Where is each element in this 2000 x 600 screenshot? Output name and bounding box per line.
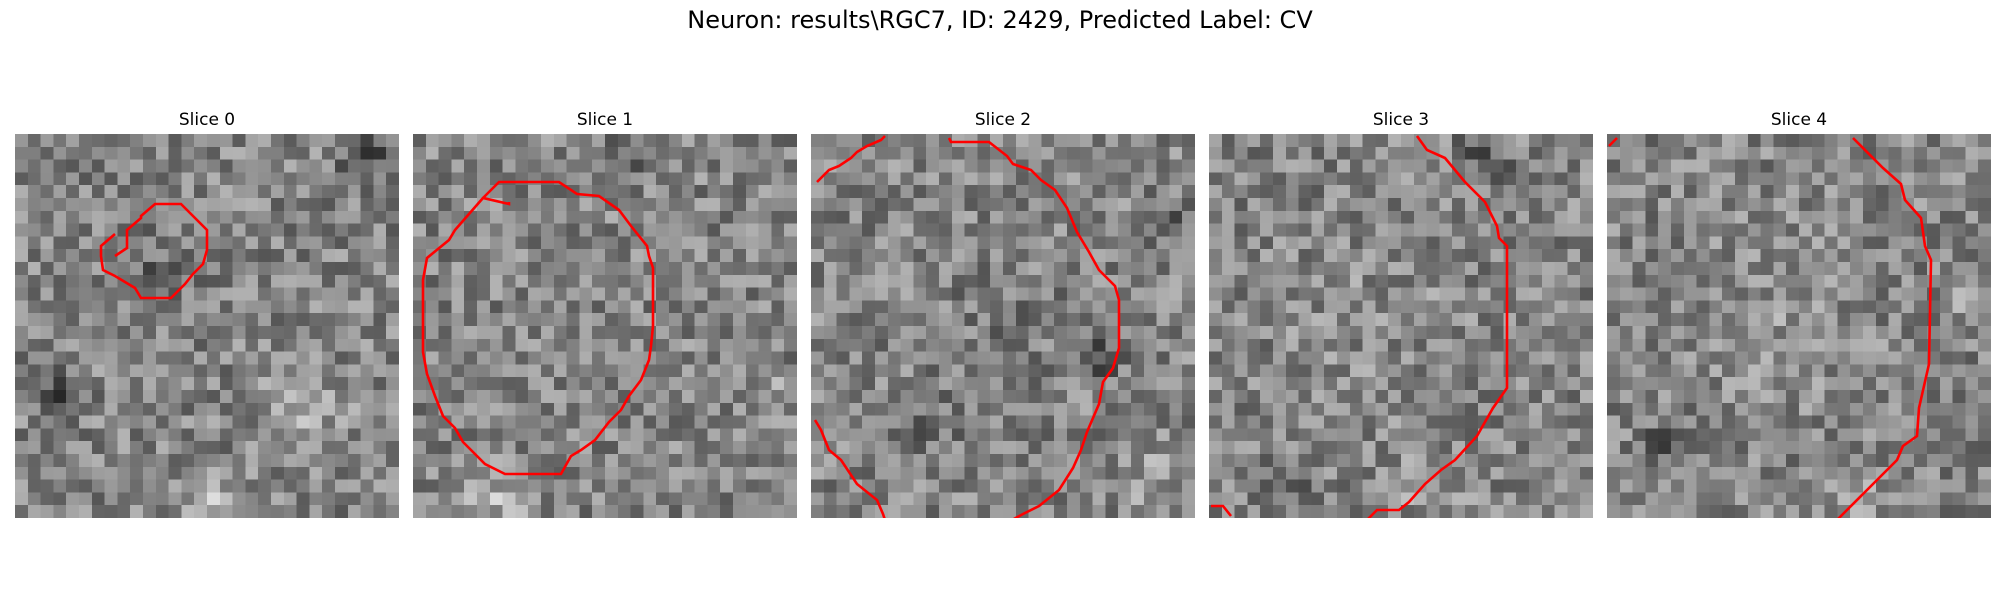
segmentation-contour (421, 180, 655, 476)
slice-image (811, 134, 1195, 518)
slice-panel-2: Slice 2 (811, 108, 1195, 518)
segmentation-contour (1608, 137, 1933, 518)
slice-title: Slice 2 (974, 110, 1032, 130)
slice-image (413, 134, 797, 518)
slice-title: Slice 3 (1372, 110, 1430, 130)
slice-title: Slice 1 (576, 110, 634, 130)
slice-title: Slice 0 (178, 110, 236, 130)
slice-image (1607, 134, 1991, 518)
slice-title: Slice 4 (1770, 110, 1828, 130)
segmentation-contour (1211, 135, 1509, 518)
figure-title: Neuron: results\RGC7, ID: 2429, Predicte… (687, 6, 1313, 34)
slice-panel-4: Slice 4 (1607, 108, 1991, 518)
slice-image (15, 134, 399, 518)
segmentation-contour (813, 135, 1121, 518)
slice-panel-1: Slice 1 (413, 108, 797, 518)
slice-panel-0: Slice 0 (15, 108, 399, 518)
slice-panel-3: Slice 3 (1209, 108, 1593, 518)
slice-image (1209, 134, 1593, 518)
segmentation-contour (99, 202, 209, 300)
